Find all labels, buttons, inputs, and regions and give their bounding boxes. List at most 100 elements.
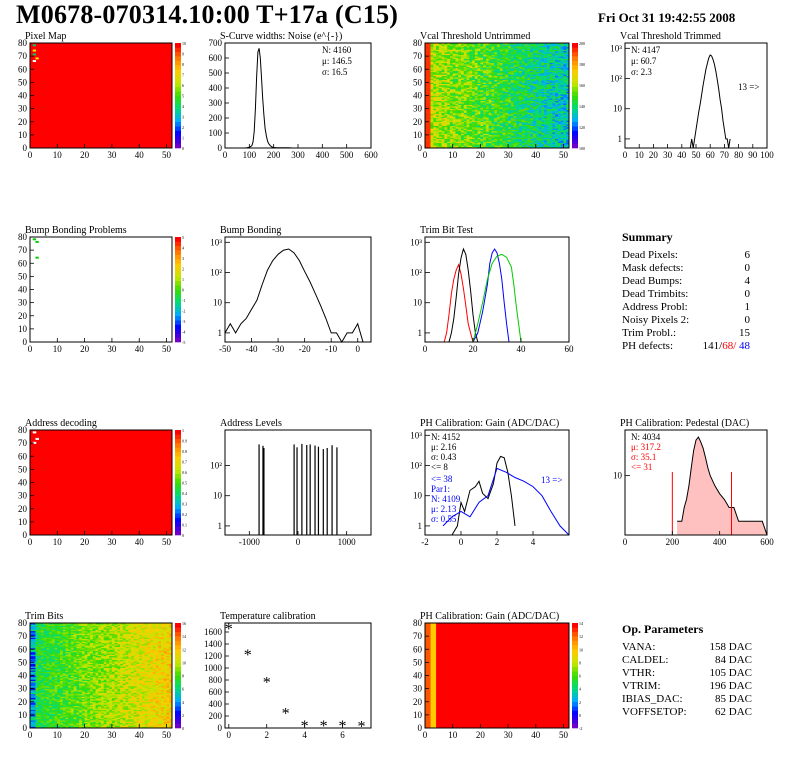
heatmap-cell	[483, 82, 487, 84]
heatmap-cell	[557, 103, 561, 105]
heatmap-cell	[452, 60, 456, 62]
heatmap-cell	[499, 125, 503, 128]
heatmap-cell	[488, 146, 492, 149]
heatmap-cell	[472, 132, 476, 134]
heatmap-cell	[35, 679, 39, 682]
heatmap-cell	[494, 113, 498, 116]
heatmap-cell	[488, 98, 492, 100]
heatmap-cell	[546, 113, 550, 116]
heatmap-cell	[535, 69, 539, 71]
heatmap-cell	[533, 95, 537, 98]
heatmap-cell	[552, 142, 556, 145]
heatmap-cell	[546, 100, 550, 103]
heatmap-cell	[449, 81, 453, 83]
heatmap-cell	[533, 107, 537, 109]
y-tick-label: 1	[418, 521, 423, 531]
heatmap-cell	[563, 74, 567, 77]
heatmap-cell	[513, 145, 517, 147]
heatmap-cell	[433, 83, 437, 86]
heatmap-cell	[463, 82, 467, 84]
heatmap-cell	[508, 98, 512, 100]
heatmap-cell	[524, 64, 528, 66]
heatmap-cell	[499, 120, 503, 123]
heatmap-cell	[560, 75, 564, 78]
heatmap-cell	[458, 95, 462, 98]
heatmap-cell	[563, 56, 567, 58]
heatmap-cell	[505, 67, 509, 70]
heatmap-cell	[463, 57, 467, 60]
heatmap-cell	[32, 60, 37, 63]
heatmap-cell	[557, 61, 561, 63]
heatmap-cell	[474, 57, 478, 60]
heatmap-cell	[425, 106, 429, 108]
heatmap-cell	[461, 70, 465, 73]
heatmap-cell	[444, 124, 448, 126]
heatmap-cell	[557, 98, 561, 100]
heatmap-cell	[483, 45, 487, 48]
heatmap-cell	[466, 83, 470, 86]
heatmap-cell	[546, 87, 550, 90]
heatmap-cell	[535, 103, 539, 105]
heatmap-cell	[560, 144, 564, 146]
colorbar-cell	[175, 469, 181, 475]
y-tick-label: 40	[18, 91, 28, 101]
heatmap-cell	[463, 141, 467, 144]
heatmap-cell	[35, 712, 39, 714]
colorbar-cell	[175, 324, 181, 330]
heatmap-cell	[455, 119, 459, 121]
heatmap-cell	[485, 104, 489, 107]
heatmap-cell	[463, 79, 467, 82]
heatmap-cell	[444, 46, 448, 49]
heatmap-cell	[497, 95, 501, 98]
heatmap-cell	[544, 108, 548, 111]
heatmap-cell	[449, 117, 453, 120]
heatmap-cell	[494, 62, 498, 65]
heatmap-cell	[546, 108, 550, 111]
heatmap-cell	[552, 98, 556, 100]
heatmap-cell	[425, 129, 429, 132]
heatmap-cell	[485, 145, 489, 147]
heatmap-cell	[544, 96, 548, 99]
heatmap-cell	[441, 136, 445, 138]
heatmap-cell	[433, 141, 437, 144]
heatmap-cell	[441, 64, 445, 66]
heatmap-cell	[483, 95, 487, 98]
heatmap-cell	[433, 78, 437, 81]
heatmap-cell	[32, 679, 36, 682]
heatmap-cell	[483, 128, 487, 130]
heatmap-cell	[521, 96, 525, 99]
heatmap-cell	[513, 81, 517, 83]
heatmap-cell	[438, 70, 442, 73]
heatmap-cell	[472, 92, 476, 95]
heatmap-cell	[541, 82, 545, 84]
heatmap-cell	[444, 43, 448, 45]
heatmap-cell	[461, 86, 465, 88]
heatmap-cell	[510, 82, 514, 84]
colorbar-cell	[175, 311, 181, 317]
heatmap-cell	[513, 56, 517, 58]
heatmap-cell	[497, 88, 501, 91]
heatmap-cell	[546, 88, 550, 91]
heatmap-cell	[510, 113, 514, 116]
heatmap-cell	[449, 124, 453, 126]
heatmap-cell	[538, 95, 542, 98]
heatmap-cell	[32, 701, 36, 704]
y-tick-label: 10²	[210, 461, 222, 471]
heatmap-cell	[427, 113, 431, 116]
heatmap-cell	[533, 49, 537, 52]
heatmap-cell	[544, 117, 548, 120]
heatmap-cell	[505, 94, 509, 96]
heatmap-cell	[472, 88, 476, 91]
heatmap-cell	[452, 109, 456, 112]
heatmap-cell	[516, 100, 520, 103]
heatmap-cell	[444, 95, 448, 98]
heatmap-cell	[452, 138, 456, 141]
heatmap-cell	[521, 123, 525, 125]
heatmap-cell	[469, 49, 473, 52]
heatmap-cell	[469, 78, 473, 81]
heatmap-cell	[447, 137, 451, 140]
heatmap-cell	[502, 106, 506, 108]
heatmap-cell	[516, 48, 520, 50]
y-tick-label: 50	[18, 464, 28, 474]
heatmap-cell	[469, 127, 473, 129]
